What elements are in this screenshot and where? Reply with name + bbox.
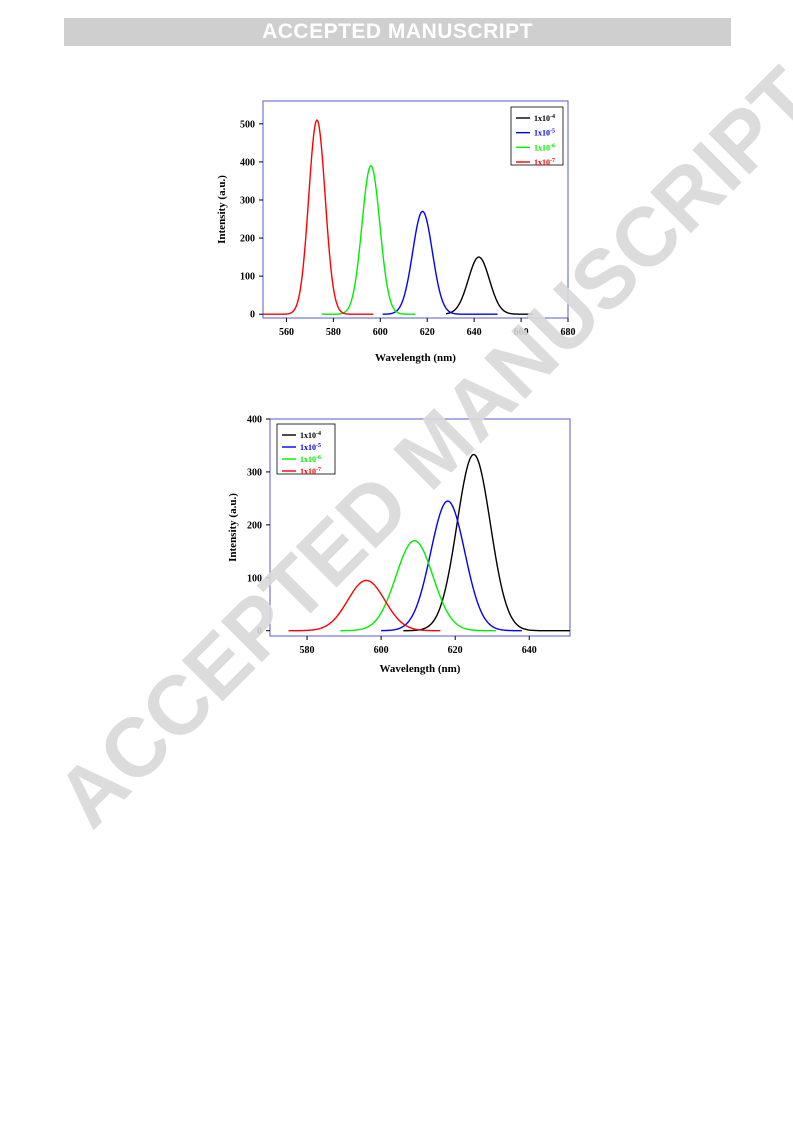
header-title: ACCEPTED MANUSCRIPT bbox=[262, 20, 533, 43]
legend-label: 1x10-7 bbox=[534, 158, 555, 167]
chart-1-group: 560 580 600 620 640 660 680 0 100 200 300 400 500 Wav… bbox=[216, 100, 576, 364]
plot-frame bbox=[262, 100, 569, 319]
x-axis-label: Wavelength (nm) bbox=[375, 352, 456, 364]
legend-label: 1x10-4 bbox=[300, 431, 321, 440]
x-tick-label: 660 bbox=[514, 327, 529, 338]
y-tick-label: 400 bbox=[247, 415, 262, 426]
x-tick-label: 640 bbox=[467, 327, 482, 338]
y-tick-label: 200 bbox=[240, 234, 255, 245]
y-tick-label: 300 bbox=[240, 195, 255, 206]
legend-box bbox=[276, 423, 336, 475]
series-line-2 bbox=[381, 500, 522, 632]
legend-label: 1x10-4 bbox=[534, 114, 555, 123]
header-bar: ACCEPTED MANUSCRIPT bbox=[64, 18, 731, 46]
y-tick-label: 100 bbox=[247, 573, 262, 584]
x-tick-label: 580 bbox=[300, 645, 315, 656]
series-line-4 bbox=[263, 119, 374, 315]
x-tick-label: 640 bbox=[522, 645, 537, 656]
y-tick-label: 0 bbox=[250, 310, 255, 321]
y-tick-label: 400 bbox=[240, 157, 255, 168]
legend-label: 1x10-5 bbox=[300, 443, 321, 452]
legend-label: 1x10-6 bbox=[534, 143, 555, 152]
legend-box bbox=[510, 106, 564, 166]
series-line-1 bbox=[445, 256, 533, 315]
y-axis-label: Intensity (a.u.) bbox=[216, 175, 228, 244]
y-tick-label: 0 bbox=[257, 626, 262, 637]
y-tick-label: 100 bbox=[240, 272, 255, 283]
legend-label: 1x10-5 bbox=[534, 129, 555, 138]
x-tick-label: 620 bbox=[420, 327, 435, 338]
y-tick-label: 300 bbox=[247, 467, 262, 478]
y-axis-label: Intensity (a.u.) bbox=[227, 493, 239, 562]
x-axis-label: Wavelength (nm) bbox=[380, 663, 461, 675]
x-tick-label: 620 bbox=[448, 645, 463, 656]
series-line-4 bbox=[288, 579, 441, 632]
y-tick-label: 200 bbox=[247, 520, 262, 531]
legend-label: 1x10-7 bbox=[300, 467, 321, 476]
plot-frame bbox=[269, 418, 571, 637]
x-tick-label: 600 bbox=[374, 645, 389, 656]
x-tick-label: 580 bbox=[326, 327, 341, 338]
series-line-3 bbox=[321, 164, 416, 315]
chart-2-group: 580 600 620 640 0 100 200 300 400 Wavelength (nm)… bbox=[227, 415, 571, 675]
series-line-3 bbox=[340, 540, 496, 632]
legend-label: 1x10-6 bbox=[300, 455, 321, 464]
x-tick-label: 600 bbox=[373, 327, 388, 338]
series-line-2 bbox=[382, 210, 498, 315]
x-tick-label: 560 bbox=[279, 327, 294, 338]
series-line-1 bbox=[403, 453, 570, 632]
x-tick-label: 680 bbox=[561, 327, 576, 338]
y-tick-label: 500 bbox=[240, 119, 255, 130]
